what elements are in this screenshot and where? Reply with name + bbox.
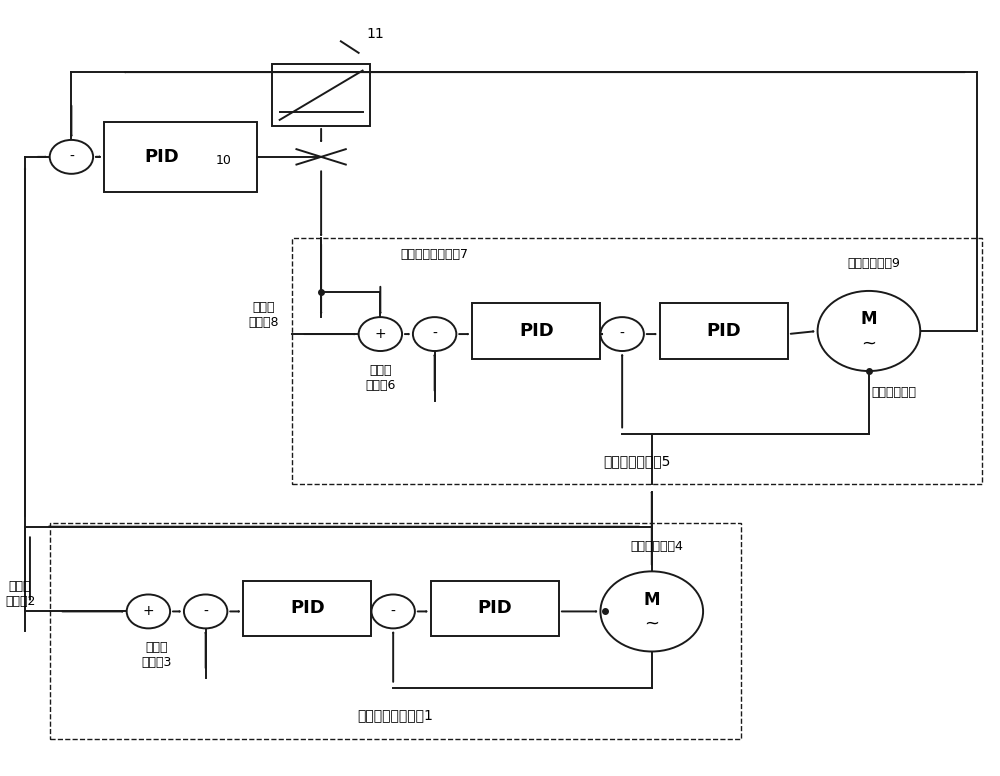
Text: 电机输出转矩: 电机输出转矩 (871, 386, 916, 399)
Text: ~: ~ (644, 615, 659, 632)
Text: M: M (644, 591, 660, 609)
Circle shape (184, 594, 227, 629)
Text: +: + (143, 605, 154, 618)
Text: -: - (203, 605, 208, 618)
FancyBboxPatch shape (472, 303, 600, 359)
FancyBboxPatch shape (243, 580, 371, 636)
Text: M: M (861, 310, 877, 328)
Circle shape (50, 140, 93, 174)
Circle shape (413, 317, 456, 351)
Circle shape (127, 594, 170, 629)
FancyBboxPatch shape (660, 303, 788, 359)
FancyBboxPatch shape (104, 122, 257, 192)
Text: 速度反
馈信号6: 速度反 馈信号6 (365, 364, 396, 392)
Text: 速度给
定信号8: 速度给 定信号8 (249, 301, 279, 329)
Text: +: + (375, 327, 386, 341)
Text: 转矩输出信号4: 转矩输出信号4 (630, 540, 683, 553)
Circle shape (600, 571, 703, 652)
Text: PID: PID (706, 322, 741, 340)
Text: -: - (620, 327, 625, 341)
Text: 速度给
定信号2: 速度给 定信号2 (5, 580, 35, 608)
Text: ~: ~ (861, 334, 876, 352)
Text: 转矩输出信号9: 转矩输出信号9 (847, 258, 900, 271)
Text: PID: PID (519, 322, 554, 340)
Text: 从电气传动机构5: 从电气传动机构5 (603, 454, 671, 468)
FancyBboxPatch shape (431, 580, 559, 636)
Text: -: - (69, 150, 74, 164)
Circle shape (600, 317, 644, 351)
Text: -: - (432, 327, 437, 341)
Text: 10: 10 (215, 154, 231, 167)
Text: 基准电气传动机构1: 基准电气传动机构1 (357, 708, 433, 722)
Circle shape (818, 291, 920, 371)
FancyBboxPatch shape (272, 64, 370, 126)
Text: 11: 11 (367, 26, 384, 40)
Text: PID: PID (477, 599, 512, 618)
Circle shape (359, 317, 402, 351)
Text: PID: PID (290, 599, 325, 618)
Text: PID: PID (145, 148, 179, 166)
Text: 速度反
馈信号3: 速度反 馈信号3 (141, 641, 171, 670)
Text: 速度偏置给定信号7: 速度偏置给定信号7 (400, 248, 468, 262)
Text: -: - (391, 605, 396, 618)
Circle shape (371, 594, 415, 629)
